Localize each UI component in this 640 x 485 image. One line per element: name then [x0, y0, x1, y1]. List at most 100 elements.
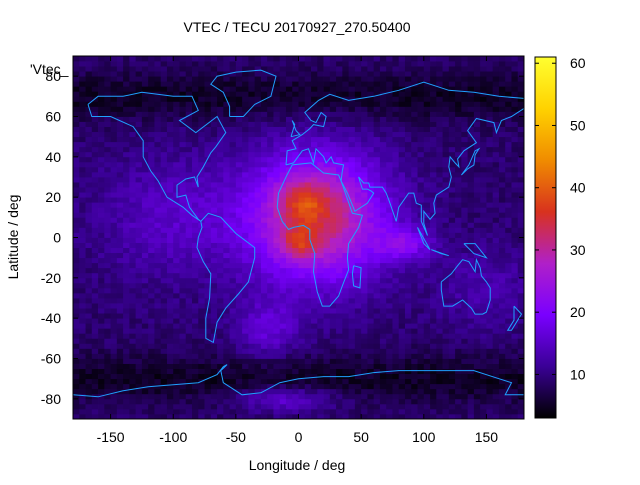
heatmap-cell	[467, 287, 475, 294]
heatmap-cell	[91, 272, 99, 279]
heatmap-cell	[185, 131, 193, 138]
heatmap-cell	[91, 166, 99, 173]
heatmap-cell	[217, 81, 224, 87]
heatmap-cell	[498, 292, 506, 299]
heatmap-cell	[342, 413, 350, 420]
heatmap-cell	[217, 76, 224, 82]
heatmap-cell	[229, 318, 237, 324]
heatmap-cell	[185, 71, 193, 77]
heatmap-cell	[467, 343, 475, 349]
heatmap-cell	[361, 348, 368, 354]
heatmap-cell	[467, 151, 475, 158]
heatmap-cell	[367, 96, 375, 102]
heatmap-cell	[423, 303, 431, 309]
heatmap-cell	[329, 121, 337, 127]
heatmap-cell	[467, 66, 475, 72]
heatmap-cell	[73, 61, 80, 67]
heatmap-cell	[423, 257, 431, 264]
heatmap-cell	[480, 106, 487, 112]
heatmap-cell	[273, 262, 281, 269]
heatmap-cell	[192, 267, 199, 274]
heatmap-cell	[217, 252, 224, 259]
heatmap-cell	[448, 272, 456, 279]
heatmap-cell	[116, 287, 124, 294]
heatmap-cell	[217, 368, 224, 375]
heatmap-cell	[148, 323, 155, 329]
heatmap-cell	[260, 96, 268, 102]
heatmap-cell	[430, 282, 437, 289]
heatmap-cell	[273, 408, 281, 415]
heatmap-cell	[467, 348, 475, 354]
heatmap-cell	[248, 101, 256, 107]
heatmap-cell	[348, 156, 356, 163]
heatmap-cell	[260, 81, 268, 87]
heatmap-cell	[317, 363, 324, 369]
heatmap-cell	[154, 161, 162, 168]
heatmap-cell	[229, 177, 237, 183]
heatmap-cell	[342, 338, 350, 344]
heatmap-cell	[480, 156, 487, 163]
heatmap-cell	[329, 237, 337, 243]
heatmap-cell	[486, 313, 494, 319]
heatmap-cell	[436, 192, 443, 198]
heatmap-cell	[279, 343, 287, 349]
heatmap-cell	[173, 373, 180, 380]
heatmap-cell	[329, 408, 337, 415]
heatmap-cell	[392, 343, 400, 349]
heatmap-cell	[386, 298, 393, 304]
heatmap-cell	[285, 378, 293, 385]
heatmap-cell	[411, 101, 418, 107]
heatmap-cell	[329, 212, 337, 218]
heatmap-cell	[311, 318, 318, 324]
heatmap-cell	[354, 413, 362, 420]
heatmap-cell	[217, 187, 224, 193]
heatmap-cell	[260, 217, 268, 223]
heatmap-cell	[336, 282, 343, 289]
heatmap-cell	[498, 363, 506, 369]
heatmap-cell	[166, 197, 174, 203]
heatmap-cell	[304, 192, 312, 198]
heatmap-cell	[323, 81, 331, 87]
heatmap-cell	[141, 272, 149, 279]
heatmap-cell	[329, 151, 337, 158]
heatmap-cell	[498, 111, 506, 117]
heatmap-cell	[480, 358, 487, 364]
heatmap-cell	[404, 177, 412, 183]
heatmap-cell	[217, 272, 224, 279]
heatmap-cell	[311, 303, 318, 309]
heatmap-cell	[129, 116, 137, 122]
heatmap-cell	[254, 323, 262, 329]
heatmap-cell	[154, 368, 162, 375]
heatmap-cell	[492, 318, 500, 324]
heatmap-cell	[192, 383, 199, 390]
heatmap-cell	[279, 398, 287, 405]
heatmap-cell	[267, 126, 274, 133]
heatmap-cell	[411, 171, 418, 178]
heatmap-cell	[379, 313, 387, 319]
heatmap-cell	[110, 393, 118, 400]
heatmap-cell	[254, 403, 262, 410]
heatmap-cell	[141, 187, 149, 193]
heatmap-cell	[298, 202, 306, 208]
heatmap-cell	[198, 156, 205, 163]
heatmap-cell	[248, 212, 256, 218]
heatmap-cell	[298, 298, 306, 304]
heatmap-cell	[442, 358, 450, 364]
heatmap-cell	[342, 161, 350, 168]
heatmap-cell	[98, 222, 105, 228]
heatmap-cell	[260, 187, 268, 193]
heatmap-cell	[160, 171, 168, 178]
heatmap-cell	[267, 408, 274, 415]
heatmap-cell	[223, 161, 230, 168]
heatmap-cell	[336, 343, 343, 349]
heatmap-cell	[185, 66, 193, 72]
heatmap-cell	[455, 141, 462, 148]
heatmap-cell	[430, 262, 437, 269]
heatmap-cell	[179, 373, 187, 380]
heatmap-cell	[123, 91, 130, 97]
heatmap-cell	[411, 126, 418, 133]
heatmap-cell	[223, 388, 230, 395]
heatmap-cell	[154, 126, 162, 133]
heatmap-cell	[267, 192, 274, 198]
heatmap-cell	[110, 182, 118, 188]
